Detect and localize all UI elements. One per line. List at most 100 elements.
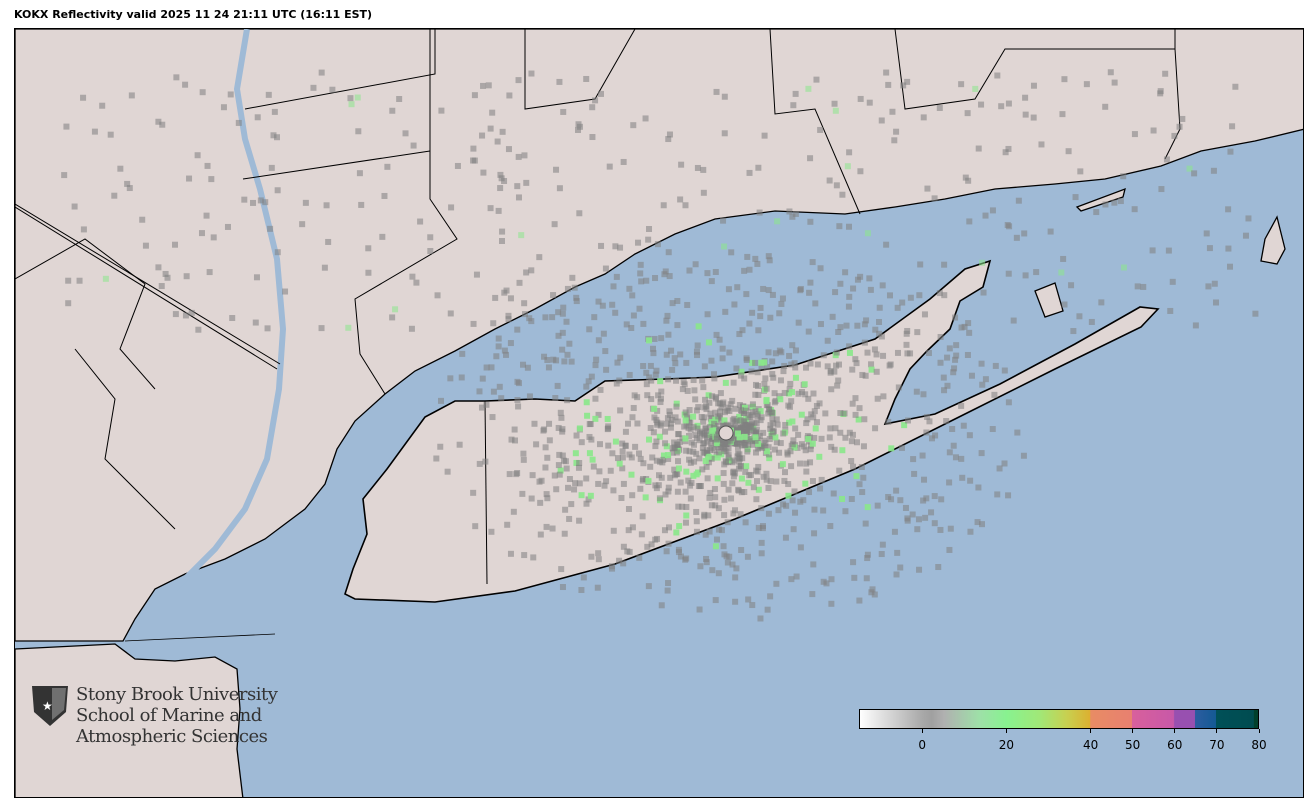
- radar-echo: [1140, 283, 1147, 290]
- radar-echo: [950, 369, 957, 376]
- radar-echo: [437, 443, 444, 450]
- radar-echo: [501, 347, 508, 354]
- radar-echo: [563, 465, 570, 472]
- radar-echo: [774, 421, 781, 428]
- radar-echo: [837, 280, 844, 287]
- radar-echo: [536, 254, 543, 261]
- radar-echo: [994, 72, 1001, 79]
- radar-echo: [966, 218, 973, 225]
- radar-echo: [531, 420, 538, 427]
- radar-echo: [629, 492, 636, 499]
- radar-echo: [203, 212, 210, 219]
- radar-echo: [706, 494, 713, 501]
- radar-echo: [639, 513, 646, 520]
- radar-echo: [655, 482, 662, 489]
- radar-echo: [862, 372, 869, 379]
- radar-echo: [637, 270, 644, 277]
- radar-echo: [721, 496, 728, 503]
- radar-echo: [779, 461, 786, 468]
- radar-echo: [716, 449, 723, 456]
- radar-echo: [497, 185, 504, 192]
- radar-echo: [835, 328, 842, 335]
- radar-echo: [677, 351, 684, 358]
- radar-echo: [669, 416, 676, 423]
- radar-echo: [951, 365, 958, 372]
- radar-echo: [749, 409, 756, 416]
- radar-echo: [707, 410, 714, 417]
- radar-echo: [389, 314, 396, 321]
- radar-echo: [765, 253, 772, 260]
- colorbar-tick-label: 40: [1082, 738, 1099, 752]
- radar-echo: [719, 355, 726, 362]
- radar-echo: [732, 405, 739, 412]
- radar-echo: [700, 189, 707, 196]
- radar-echo: [210, 234, 217, 241]
- radar-echo: [650, 350, 657, 357]
- radar-echo: [916, 566, 923, 573]
- radar-echo: [735, 487, 742, 494]
- radar-echo: [639, 477, 646, 484]
- radar-echo: [958, 324, 965, 331]
- radar-echo: [924, 185, 931, 192]
- radar-echo: [900, 82, 907, 89]
- radar-echo: [677, 553, 684, 560]
- radar-echo: [684, 413, 691, 420]
- radar-echo: [831, 446, 838, 453]
- radar-echo: [712, 543, 719, 550]
- radar-echo: [530, 554, 537, 561]
- radar-echo: [720, 399, 727, 406]
- radar-echo: [792, 509, 799, 516]
- radar-echo: [773, 439, 780, 446]
- radar-echo: [879, 541, 886, 548]
- radar-echo: [947, 525, 954, 532]
- radar-echo: [779, 295, 786, 302]
- radar-echo: [760, 473, 767, 480]
- radar-echo: [694, 342, 701, 349]
- radar-echo: [885, 418, 892, 425]
- radar-echo: [703, 450, 710, 457]
- radar-echo: [617, 407, 624, 414]
- radar-echo: [254, 114, 261, 121]
- colorbar-tick: [1090, 729, 1092, 733]
- radar-echo: [859, 489, 866, 496]
- radar-echo: [703, 559, 710, 566]
- radar-echo: [778, 300, 785, 307]
- radar-echo: [958, 455, 965, 462]
- radar-echo: [726, 349, 733, 356]
- radar-echo: [652, 371, 659, 378]
- radar-echo: [856, 405, 863, 412]
- radar-echo: [777, 440, 784, 447]
- radar-echo: [559, 310, 566, 317]
- radar-echo: [1211, 280, 1218, 287]
- radar-echo: [952, 454, 959, 461]
- radar-echo: [738, 427, 745, 434]
- radar-echo: [1098, 299, 1105, 306]
- radar-echo: [762, 439, 769, 446]
- radar-echo: [634, 394, 641, 401]
- radar-echo: [186, 175, 193, 182]
- radar-echo: [696, 437, 703, 444]
- radar-echo: [595, 337, 602, 344]
- colorbar-tick-label: 80: [1251, 738, 1267, 752]
- radar-echo: [658, 602, 665, 609]
- radar-map[interactable]: [14, 28, 1304, 798]
- radar-echo: [780, 430, 787, 437]
- radar-echo: [541, 426, 548, 433]
- radar-echo: [384, 163, 391, 170]
- radar-echo: [806, 489, 813, 496]
- radar-echo: [802, 391, 809, 398]
- radar-echo: [699, 377, 706, 384]
- radar-echo: [802, 480, 809, 487]
- radar-echo: [1206, 245, 1213, 252]
- radar-echo: [561, 358, 568, 365]
- radar-echo: [1162, 70, 1169, 77]
- radar-echo: [803, 420, 810, 427]
- radar-echo: [241, 196, 248, 203]
- radar-echo: [76, 277, 83, 284]
- radar-echo: [891, 137, 898, 144]
- radar-echo: [769, 358, 776, 365]
- radar-echo: [712, 502, 719, 509]
- radar-echo: [379, 233, 386, 240]
- radar-echo: [637, 485, 644, 492]
- radar-echo: [694, 425, 701, 432]
